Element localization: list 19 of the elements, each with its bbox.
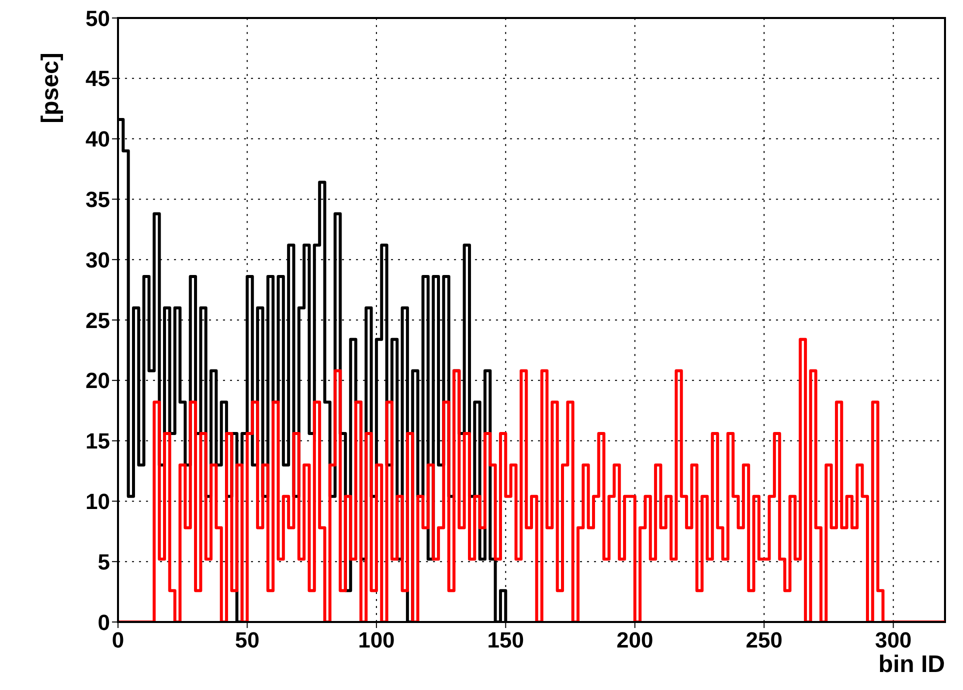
- y-tick-label: 25: [86, 308, 110, 333]
- y-tick-label: 45: [86, 66, 110, 92]
- y-tick-label: 15: [86, 428, 110, 454]
- y-tick-label: 0: [98, 610, 110, 635]
- y-tick-label: 35: [86, 187, 110, 212]
- x-tick-label: 150: [487, 628, 524, 653]
- y-tick-label: 50: [86, 6, 110, 31]
- y-axis-title: [psec]: [37, 52, 64, 124]
- x-tick-label: 300: [874, 628, 912, 653]
- y-tick-label: 30: [86, 247, 110, 272]
- y-tick-label: 10: [86, 489, 110, 514]
- x-tick-label: 200: [616, 628, 654, 653]
- y-tick-label: 20: [86, 368, 110, 394]
- x-axis-title: bin ID: [878, 651, 945, 678]
- y-tick-label: 40: [86, 126, 110, 152]
- x-tick-label: 250: [746, 628, 782, 653]
- x-tick-label: 100: [358, 628, 395, 653]
- x-tick-label: 50: [234, 628, 260, 653]
- y-tick-label: 5: [98, 549, 110, 574]
